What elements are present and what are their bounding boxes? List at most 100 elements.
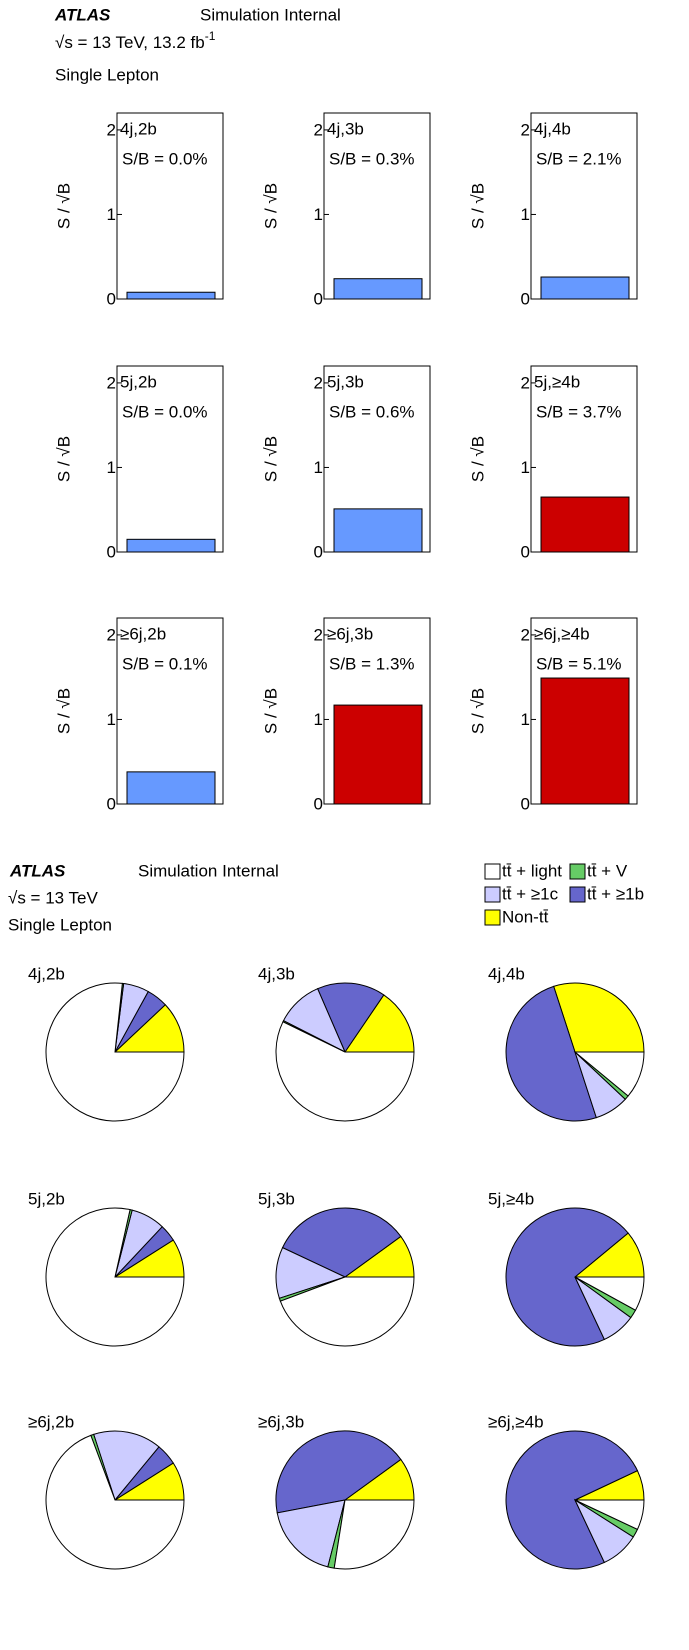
pie-slice bbox=[275, 1021, 415, 1122]
pie-title: 4j,3b bbox=[258, 964, 295, 983]
lumi-exponent: -1 bbox=[205, 29, 216, 43]
y-tick-label: 2 bbox=[314, 373, 323, 392]
status: Simulation Internal bbox=[138, 861, 279, 880]
sb-annotation: S/B = 3.7% bbox=[536, 402, 622, 421]
sb-annotation: S/B = 2.1% bbox=[536, 149, 622, 168]
sb-annotation: S/B = 0.6% bbox=[329, 402, 415, 421]
sb-annotation: S/B = 0.0% bbox=[122, 402, 208, 421]
channel: Single Lepton bbox=[8, 915, 112, 934]
y-tick-label: 1 bbox=[314, 458, 323, 477]
y-axis-label: S / √B bbox=[468, 436, 487, 482]
y-tick-label: 2 bbox=[521, 625, 530, 644]
pie-slice bbox=[45, 982, 185, 1122]
pie-slice bbox=[333, 1499, 415, 1570]
y-tick-label: 1 bbox=[107, 205, 116, 224]
panel-title: 4j,4b bbox=[534, 119, 571, 138]
pie-slice bbox=[505, 1430, 639, 1570]
frame bbox=[323, 365, 431, 553]
pie-title: 4j,4b bbox=[488, 964, 525, 983]
sb-annotation: S/B = 1.3% bbox=[329, 654, 415, 673]
legend-swatch bbox=[569, 886, 586, 903]
y-tick-label: 0 bbox=[107, 542, 116, 561]
legend-swatch bbox=[484, 863, 501, 880]
legend-swatch bbox=[484, 886, 501, 903]
y-tick-label: 1 bbox=[521, 205, 530, 224]
bar bbox=[126, 538, 216, 553]
y-axis-label: S / √B bbox=[468, 183, 487, 229]
panel-title: 5j,3b bbox=[327, 372, 364, 391]
pie-title: ≥6j,≥4b bbox=[488, 1412, 544, 1431]
y-tick-label: 1 bbox=[314, 710, 323, 729]
y-tick-label: 2 bbox=[107, 120, 116, 139]
y-tick-label: 2 bbox=[107, 625, 116, 644]
bar bbox=[540, 276, 630, 300]
frame bbox=[323, 617, 431, 805]
pie-slice bbox=[505, 985, 597, 1122]
pie-slice bbox=[316, 982, 385, 1054]
pie-slice bbox=[93, 1430, 160, 1502]
pie-slice bbox=[45, 1434, 185, 1570]
y-tick-label: 2 bbox=[314, 120, 323, 139]
y-tick-label: 1 bbox=[521, 458, 530, 477]
pie-slice bbox=[279, 1276, 415, 1347]
pie-slice bbox=[574, 1499, 645, 1531]
panel-title: ≥6j,≥4b bbox=[534, 624, 590, 643]
experiment: ATLAS bbox=[54, 5, 111, 24]
pie-slice bbox=[275, 1430, 402, 1514]
pie-title: ≥6j,3b bbox=[258, 1412, 304, 1431]
pie-title: 5j,2b bbox=[28, 1189, 65, 1208]
y-tick-label: 0 bbox=[107, 794, 116, 813]
bar bbox=[333, 508, 423, 553]
y-axis-label: S / √B bbox=[261, 183, 280, 229]
pie-slice bbox=[573, 1051, 645, 1097]
channel: Single Lepton bbox=[55, 65, 159, 84]
frame bbox=[116, 365, 224, 553]
legend-label: tt̄ + ≥1c bbox=[502, 884, 559, 903]
y-tick-label: 2 bbox=[521, 120, 530, 139]
panel-title: 4j,3b bbox=[327, 119, 364, 138]
status: Simulation Internal bbox=[200, 5, 341, 24]
pie-slice bbox=[574, 1276, 645, 1311]
y-tick-label: 0 bbox=[521, 542, 530, 561]
y-axis-label: S / √B bbox=[54, 183, 73, 229]
sb-annotation: S/B = 0.3% bbox=[329, 149, 415, 168]
frame bbox=[530, 112, 638, 300]
y-axis-label: S / √B bbox=[261, 436, 280, 482]
frame bbox=[116, 617, 224, 805]
legend-label: tt̄ + ≥1b bbox=[587, 884, 644, 903]
sb-annotation: S/B = 5.1% bbox=[536, 654, 622, 673]
legend-swatch bbox=[484, 909, 501, 926]
sb-annotation: S/B = 0.1% bbox=[122, 654, 208, 673]
legend-swatch bbox=[569, 863, 586, 880]
pie-slice bbox=[505, 1207, 629, 1347]
frame bbox=[530, 365, 638, 553]
energy-text: √s = 13 TeV, 13.2 fb bbox=[55, 33, 205, 52]
y-tick-label: 2 bbox=[314, 625, 323, 644]
y-tick-label: 0 bbox=[314, 542, 323, 561]
pie-slice bbox=[45, 1207, 185, 1347]
bar bbox=[333, 278, 423, 300]
y-tick-label: 2 bbox=[521, 373, 530, 392]
y-tick-label: 1 bbox=[107, 458, 116, 477]
bar bbox=[126, 771, 216, 805]
y-tick-label: 0 bbox=[521, 289, 530, 308]
panel-title: 4j,2b bbox=[120, 119, 157, 138]
legend-label: tt̄ + light bbox=[502, 861, 562, 880]
y-tick-label: 0 bbox=[521, 794, 530, 813]
y-tick-label: 0 bbox=[314, 289, 323, 308]
energy: √s = 13 TeV, 13.2 fb-1 bbox=[55, 29, 216, 52]
y-axis-label: S / √B bbox=[54, 688, 73, 734]
frame bbox=[530, 617, 638, 805]
y-tick-label: 0 bbox=[314, 794, 323, 813]
bar bbox=[540, 677, 630, 805]
bar bbox=[126, 291, 216, 300]
energy: √s = 13 TeV bbox=[8, 888, 98, 907]
experiment: ATLAS bbox=[9, 861, 66, 880]
legend-label: Non-tt̄ bbox=[502, 907, 549, 926]
y-tick-label: 1 bbox=[521, 710, 530, 729]
pie-slice bbox=[344, 994, 415, 1053]
pie-slice bbox=[276, 1499, 346, 1568]
bar bbox=[333, 704, 423, 805]
bar bbox=[540, 496, 630, 553]
